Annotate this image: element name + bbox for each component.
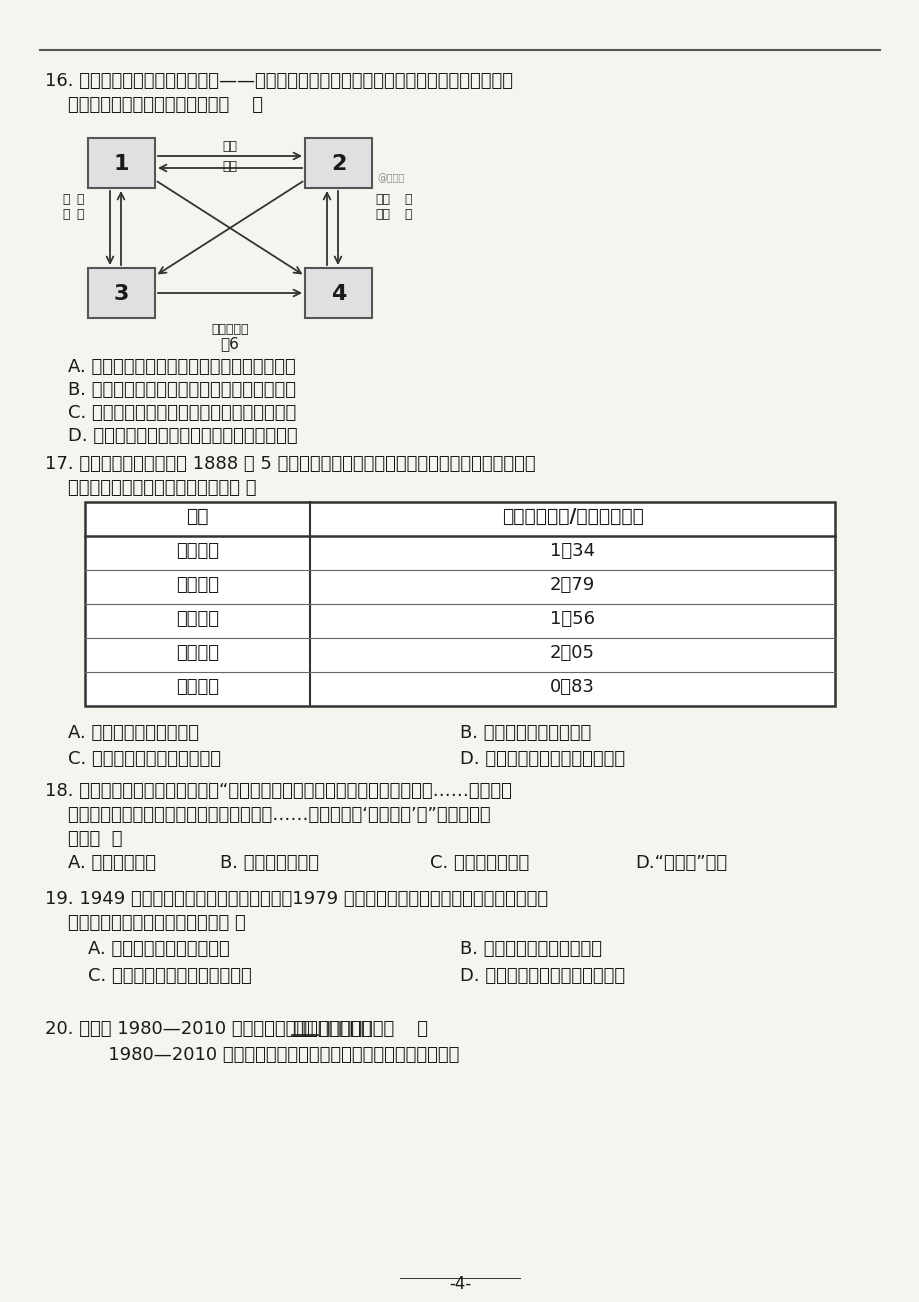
Text: 19. 1949 年新中国诞生，解放了全国人民；1979 年以后的改革开放则是中国人民另一种意义: 19. 1949 年新中国诞生，解放了全国人民；1979 年以后的改革开放则是中… [45,891,548,907]
Text: B. 农业合作化运动: B. 农业合作化运动 [220,854,319,872]
Text: 2．79: 2．79 [550,575,595,594]
Text: 4: 4 [331,284,346,303]
Bar [88,138,154,187]
Text: 示意图。图中序号依次对应的是（    ）: 示意图。图中序号依次对应的是（ ） [45,96,263,115]
Text: 图6: 图6 [221,336,239,352]
Bar [88,268,154,318]
Text: D.“大跃进”运动: D.“大跃进”运动 [634,854,726,872]
Text: B. 自然经济、民族企业、洋务企业、外资企业: B. 自然经济、民族企业、洋务企业、外资企业 [68,381,296,398]
Text: 得到比现在多得多的商品粮及其他工业原料……就必须提倡‘组织起来’。”为此中央开: 得到比现在多得多的商品粮及其他工业原料……就必须提倡‘组织起来’。”为此中央开 [45,806,490,824]
Text: 益比较表。从中可以看出当时中国（ ）: 益比较表。从中可以看出当时中国（ ） [45,479,256,497]
Text: 17. 下面为李文治引用清末 1888 年 5 个地区的实地调查，计算出的土地出租与雇工经营的收: 17. 下面为李文治引用清末 1888 年 5 个地区的实地调查，计算出的土地出… [45,454,535,473]
Text: 1．56: 1．56 [550,611,595,628]
Text: C. 人民公社化运动: C. 人民公社化运动 [429,854,528,872]
Bar [85,503,834,706]
Text: 抵
制: 抵 制 [76,193,84,221]
Bar [305,268,371,318]
Text: 浙江杭州: 浙江杭州 [176,575,219,594]
Text: 不能: 不能 [291,1019,312,1038]
Text: 瓦
解: 瓦 解 [62,193,70,221]
Text: A. 自然经济、外资企业、洋务企业、民族企业: A. 自然经济、外资企业、洋务企业、民族企业 [68,358,295,376]
Text: C. 民族企业、外资企业、洋务企业、自然经济: C. 民族企业、外资企业、洋务企业、自然经济 [68,404,296,422]
Text: 土地出租收益/雇工经营收益: 土地出租收益/雇工经营收益 [501,506,642,526]
Text: 展了（  ）: 展了（ ） [45,829,122,848]
Text: 20. 下列是 1980—2010 年中国出口商品结构表。该表: 20. 下列是 1980—2010 年中国出口商品结构表。该表 [45,1019,371,1038]
Text: A. 封建自然经济逐步解体: A. 封建自然经济逐步解体 [68,724,199,742]
Text: 1980—2010 年中国出口商品结构（数据来源：中国海关统计）: 1980—2010 年中国出口商品结构（数据来源：中国海关统计） [45,1046,459,1064]
Text: -4-: -4- [448,1275,471,1293]
Text: C. 农业经营的资本主义化加剧: C. 农业经营的资本主义化加剧 [68,750,221,768]
Text: 江苏南部: 江苏南部 [176,542,219,560]
Text: D. 民主政治解放、对外关系开放: D. 民主政治解放、对外关系开放 [460,967,624,986]
Text: 直接反映的是（    ）: 直接反映的是（ ） [318,1019,427,1038]
Text: 地区: 地区 [186,506,209,526]
Text: 1．34: 1．34 [550,542,595,560]
Bar [305,138,371,187]
Text: 瓦解: 瓦解 [222,160,237,173]
Text: 上的解放。两种解放分别侧重于（ ）: 上的解放。两种解放分别侧重于（ ） [45,914,245,932]
Text: 18. 中共中央在一份文件中指出：“要克服很多农民在分散经营中所发生的困难……要使国家: 18. 中共中央在一份文件中指出：“要克服很多农民在分散经营中所发生的困难……要… [45,783,511,799]
Text: 广东汕头: 广东汕头 [176,611,219,628]
Text: 2．05: 2．05 [550,644,595,661]
Text: 抵制: 抵制 [222,141,237,154]
Text: B. 民族资本主义发展缓慢: B. 民族资本主义发展缓慢 [460,724,591,742]
Text: 压制
刺激: 压制 刺激 [375,193,390,221]
Text: 3: 3 [114,284,129,303]
Text: 2: 2 [331,154,346,174]
Text: C. 上层建筑解放、社会制度解放: C. 上层建筑解放、社会制度解放 [88,967,252,986]
Text: 湖北广济: 湖北广济 [176,644,219,661]
Text: A. 土地改革运动: A. 土地改革运动 [68,854,156,872]
Text: D. 南方的土地比北方更加市场化: D. 南方的土地比北方更加市场化 [460,750,624,768]
Text: @正确云: @正确云 [377,173,403,184]
Text: 抵
制: 抵 制 [403,193,411,221]
Text: D. 外资企业、洋务企业、自然经济、民族企业: D. 外资企业、洋务企业、自然经济、民族企业 [68,427,298,445]
Text: 山东莱州: 山东莱州 [176,678,219,697]
Text: 0．83: 0．83 [550,678,595,697]
Text: 16. 下图是近代中国四种经济成分——自然经济、洋务企业、民族企业、外资企业之间的关系: 16. 下图是近代中国四种经济成分——自然经济、洋务企业、民族企业、外资企业之间… [45,72,513,90]
Text: B. 思想解放、生产关系解放: B. 思想解放、生产关系解放 [460,940,601,958]
Text: 1: 1 [114,154,129,174]
Text: 诱导、压制: 诱导、压制 [211,323,248,336]
Text: A. 政治上解放、生产力解放: A. 政治上解放、生产力解放 [88,940,230,958]
